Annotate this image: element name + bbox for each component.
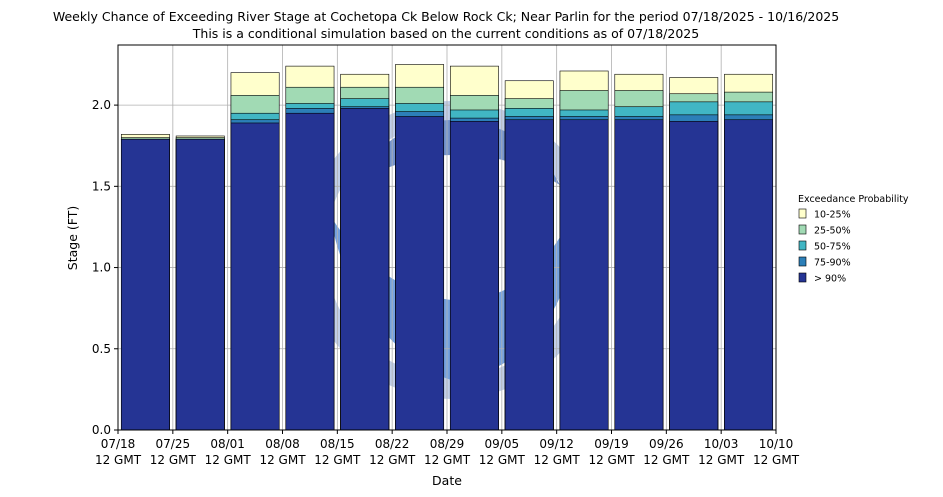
bar-segment	[614, 119, 664, 431]
y-tick-label: 0.0	[92, 423, 111, 437]
legend-entry-label: 25-50%	[814, 226, 851, 237]
y-tick-label: 1.5	[92, 179, 111, 193]
bar-segment	[724, 119, 774, 431]
y-tick-label: 0.5	[92, 342, 111, 356]
x-tick-label-date: 08/22	[375, 437, 410, 451]
legend-swatch	[798, 208, 807, 219]
chart-title: Weekly Chance of Exceeding River Stage a…	[53, 9, 839, 24]
y-axis-label: Stage (FT)	[65, 206, 80, 270]
x-tick-label-date: 10/10	[759, 437, 794, 451]
bars	[120, 64, 774, 431]
x-tick-label-date: 09/05	[485, 437, 520, 451]
x-tick-label-date: 10/03	[704, 437, 739, 451]
x-tick-label-date: 08/01	[210, 437, 245, 451]
x-tick-label-time: 12 GMT	[534, 453, 581, 467]
y-axis: 0.0 0.5 1.0 1.5 2.0	[92, 98, 118, 437]
x-axis-label: Date	[432, 473, 462, 488]
bar-segment	[230, 122, 280, 431]
legend-entry-label: 50-75%	[814, 242, 851, 253]
legend-title: Exceedance Probability	[798, 194, 909, 205]
legend-entry-label: 10-25%	[814, 210, 851, 221]
bar-segment	[285, 112, 335, 431]
x-tick-label-date: 08/29	[430, 437, 465, 451]
x-tick-label-time: 12 GMT	[643, 453, 690, 467]
legend: Exceedance Probability 10-25% 25-50% 50-75…	[798, 194, 909, 285]
y-tick-label: 2.0	[92, 98, 111, 112]
x-tick-label-date: 07/25	[156, 437, 191, 451]
x-tick-label-date: 09/12	[539, 437, 574, 451]
chart-subtitle: This is a conditional simulation based o…	[192, 26, 699, 41]
x-tick-label-date: 09/19	[594, 437, 629, 451]
x-axis: 07/18 12 GMT 07/25 12 GMT 08/01 12 GMT 08/08 12…	[95, 430, 800, 467]
legend-swatch	[798, 256, 807, 267]
x-tick-label-time: 12 GMT	[753, 453, 800, 467]
x-tick-label-date: 08/15	[320, 437, 355, 451]
x-tick-label-date: 08/08	[265, 437, 300, 451]
bar-segment	[449, 121, 499, 431]
x-tick-label-time: 12 GMT	[369, 453, 416, 467]
bar-segment	[340, 108, 390, 431]
legend-entry-label: > 90%	[814, 274, 846, 285]
x-tick-label-time: 12 GMT	[150, 453, 197, 467]
x-tick-label-time: 12 GMT	[424, 453, 471, 467]
y-tick-label: 1.0	[92, 261, 111, 275]
legend-entry-label: 75-90%	[814, 258, 851, 269]
bar-segment	[175, 138, 225, 431]
x-tick-label-time: 12 GMT	[588, 453, 635, 467]
x-tick-label-time: 12 GMT	[698, 453, 745, 467]
x-tick-label-time: 12 GMT	[95, 453, 142, 467]
legend-swatch	[798, 224, 807, 235]
x-tick-label-time: 12 GMT	[479, 453, 526, 467]
x-tick-label-time: 12 GMT	[314, 453, 361, 467]
x-tick-label-time: 12 GMT	[259, 453, 306, 467]
grid	[117, 45, 777, 431]
legend-swatch	[798, 272, 807, 283]
bar-segment	[120, 138, 170, 431]
x-tick-label-time: 12 GMT	[205, 453, 252, 467]
bar-segment	[669, 121, 719, 431]
bar-segment	[504, 119, 554, 431]
x-tick-label-date: 07/18	[101, 437, 136, 451]
bar-segment	[559, 119, 609, 431]
bar-segment	[395, 116, 445, 431]
legend-swatch	[798, 240, 807, 251]
x-tick-label-date: 09/26	[649, 437, 684, 451]
